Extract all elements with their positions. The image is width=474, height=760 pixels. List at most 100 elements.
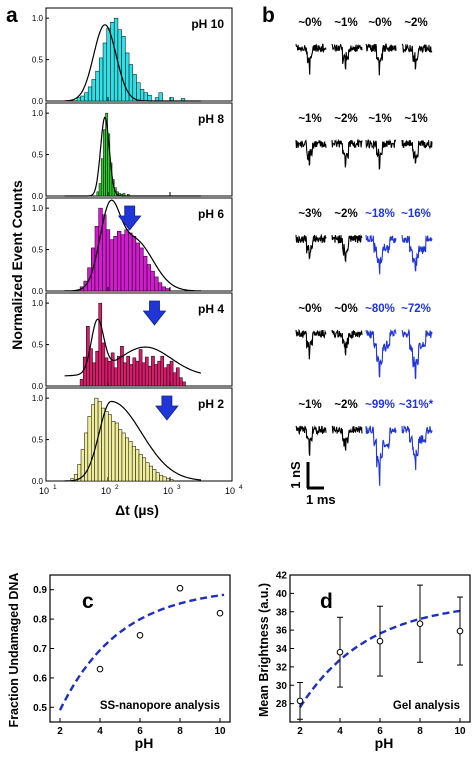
histogram-bar [120,345,124,387]
trace-percent-label: ~2% [334,399,357,411]
trace-percent-label: ~0% [298,17,321,29]
histogram-bar [102,42,108,102]
histogram-bar [179,377,183,387]
data-point [296,697,304,705]
current-trace [401,328,433,380]
y-tick-label: 1.0 [32,109,44,118]
trace-percent-label: ~0% [298,303,321,315]
current-trace [331,425,363,451]
trace-percent-label: ~1% [298,399,321,411]
histogram-bar [152,469,157,482]
current-trace [365,234,397,275]
x-tick-label: 10 [39,486,49,496]
current-trace [295,139,327,166]
histogram-bar [102,214,107,292]
current-trace [295,425,327,456]
arrow-marker [142,300,167,326]
histogram-bar [165,288,170,292]
y-tick-label: 0.0 [32,382,44,391]
histogram-bar [136,82,141,102]
histogram-bar [113,367,118,387]
x-tick-label: 10 [101,486,111,496]
current-trace [365,425,397,486]
panel-c-y-axis-label: Fraction Undamaged DNA [7,573,21,728]
trace-percent-label: ~3% [298,208,321,220]
arrow-marker [155,395,179,421]
histogram-bar [143,255,148,292]
x-tick-label: 10 [454,726,466,737]
histogram-bar [147,94,152,102]
data-point [216,609,224,617]
trace-percent-label: ~2% [334,208,357,220]
x-tick-label: 2 [297,726,303,737]
y-tick-label: 36 [276,626,288,637]
histogram-bar [87,86,93,102]
panel-d-scatter: Mean Brightness (a.u.) pH Gel analysis 2… [257,571,471,751]
panel-label-a: a [6,4,18,27]
y-tick-label: 0.5 [32,56,44,65]
y-tick-label: 0.0 [32,287,44,296]
current-trace [295,233,327,260]
y-tick-label: 0.0 [32,97,44,106]
x-tick-exponent: 4 [239,484,243,491]
histogram-bar [106,27,111,102]
y-tick-label: 0.0 [32,477,44,486]
current-trace [401,425,433,471]
histogram-bar [151,355,155,387]
histogram-bar [146,264,152,292]
histogram-bar [159,474,164,482]
histogram-bar [155,472,160,482]
histogram-bar [84,92,89,102]
histogram-bar [87,416,92,482]
current-trace [365,328,397,378]
y-tick-label: 28 [276,699,288,710]
trace-percent-label: ~1% [368,113,391,125]
panel-label-d: d [320,590,333,613]
current-trace [331,138,363,168]
data-point [416,620,424,627]
histogram-bar [132,74,137,102]
histogram-bar [148,465,153,482]
histogram-bar [95,70,100,102]
histogram-bar [160,355,165,387]
histogram-bar [108,414,112,482]
histogram-bar [129,364,134,387]
y-tick-label: 0.8 [33,615,47,626]
histogram-bar [125,437,130,482]
histogram-bar [117,231,122,292]
histogram-bar [96,191,100,197]
panel-d-x-axis-label: pH [375,735,394,751]
x-tick-label: 8 [417,726,423,737]
trace-percent-label: ~72% [401,303,431,315]
histogram-bar [128,232,133,292]
y-tick-label: 0.9 [33,585,47,596]
histogram-bar [131,236,137,292]
y-tick-label: 0.7 [33,644,47,655]
histogram-bar [135,360,140,387]
panel-c-x-axis-label: pH [135,735,154,751]
row-label: pH 10 [191,17,224,31]
current-trace [365,43,397,76]
trace-percent-label: ~31%* [399,399,434,411]
panel-c-annotation: SS-nanopore analysis [100,700,220,712]
histogram-bar [175,367,180,387]
histogram-bar [138,454,143,482]
histogram-bar [98,207,103,292]
histogram-bar [132,357,137,387]
histogram-bar [101,342,106,387]
histogram-bar [135,242,140,292]
row-label: pH 2 [198,397,224,411]
fit-curve [64,116,201,197]
current-trace [331,329,363,356]
histogram-bar [105,229,111,292]
trace-percent-label: ~18% [365,208,395,220]
row-label: pH 6 [198,207,224,221]
data-point [456,627,464,635]
trace-percent-label: ~99% [365,399,395,411]
fit-curve [64,199,201,292]
panel-a-y-axis-label: Normalized Event Counts [9,180,25,350]
histogram-bar [121,36,126,102]
y-tick-label: 0.5 [32,341,44,350]
y-tick-label: 1.0 [32,204,44,213]
y-tick-label: 1.0 [32,394,44,403]
